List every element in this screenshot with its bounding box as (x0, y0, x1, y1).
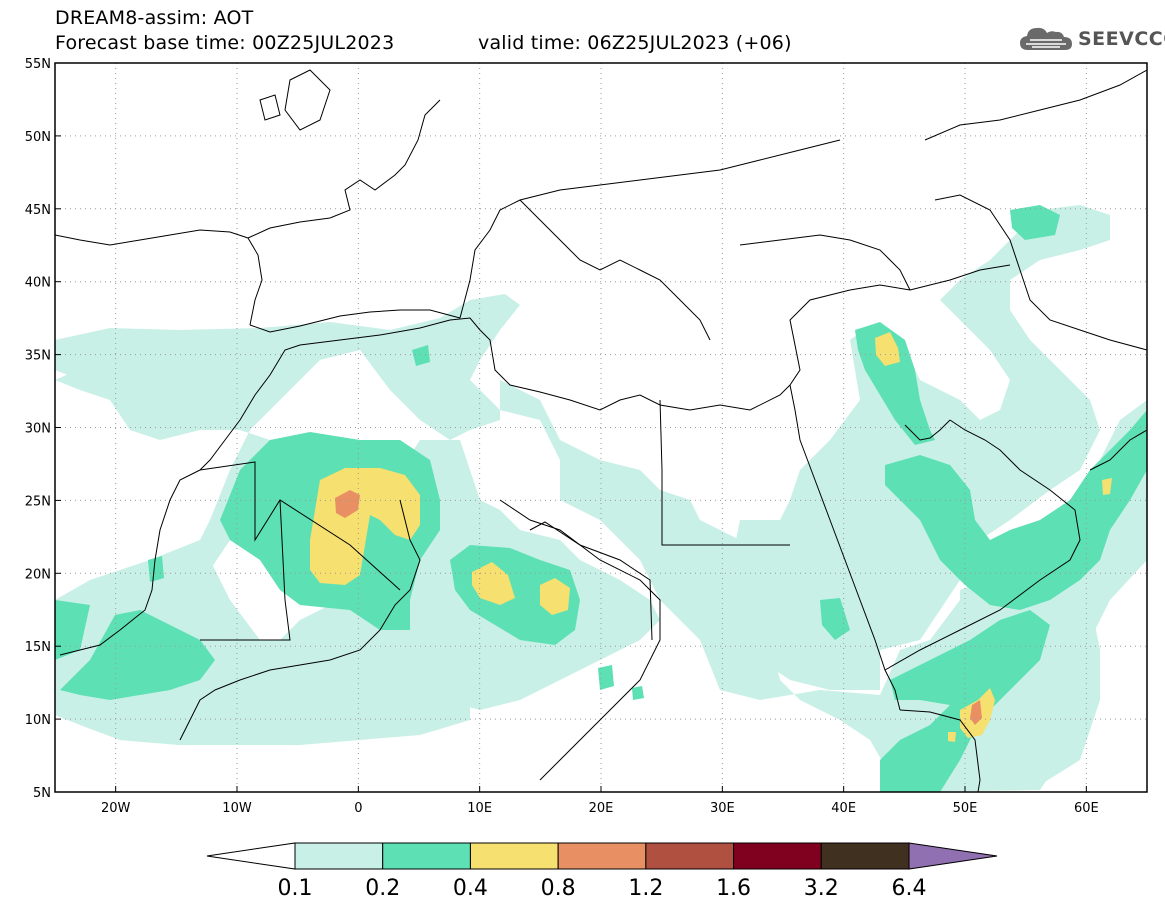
lon-tick-label: 30E (710, 801, 735, 816)
lat-tick-label: 5N (33, 786, 51, 801)
colorbar-level-label: 1.2 (628, 876, 663, 901)
colorbar-high-arrow (908, 842, 998, 870)
lat-tick-label: 10N (25, 713, 51, 728)
colorbar-box (382, 842, 471, 870)
lon-tick-label: 10E (467, 801, 492, 816)
lon-tick-label: 20W (101, 801, 131, 816)
lon-tick-label: 10W (222, 801, 252, 816)
colorbar-box (820, 842, 910, 870)
aot-level-0-8 (335, 490, 982, 725)
colorbar-box (557, 842, 647, 870)
colorbar-low-arrow (206, 842, 296, 870)
lat-tick-label: 50N (25, 130, 51, 145)
logo-text: SEEVCCC (1078, 28, 1165, 50)
forecast-base-time: Forecast base time: 00Z25JUL2023 (55, 32, 395, 54)
lat-tick-label: 40N (25, 276, 51, 291)
map-plot: 55N 50N 45N 40N 35N 30N 25N 20N 15N 10N 5N 20W 10W 0… (25, 57, 1148, 816)
colorbar-level-label: 0.8 (541, 876, 576, 901)
colorbar-level-label: 0.1 (278, 876, 313, 901)
colorbar-level-label: 0.2 (365, 876, 400, 901)
colorbar-labels: 0.1 0.2 0.4 0.8 1.2 1.6 3.2 6.4 (278, 876, 927, 901)
colorbar-level-label: 0.4 (453, 876, 488, 901)
colorbar-box (294, 842, 384, 870)
cloud-icon (1020, 27, 1072, 50)
lon-tick-label: 20E (589, 801, 614, 816)
colorbar-boxes (206, 842, 998, 870)
lat-tick-label: 15N (25, 640, 51, 655)
latitude-axis: 55N 50N 45N 40N 35N 30N 25N 20N 15N 10N 5N (25, 57, 51, 801)
colorbar-box (733, 842, 822, 870)
colorbar-box (645, 842, 735, 870)
colorbar-box (469, 842, 559, 870)
lat-tick-label: 25N (25, 494, 51, 509)
longitude-axis: 20W 10W 0 10E 20E 30E 40E 50E 60E (101, 801, 1099, 816)
lon-tick-label: 50E (953, 801, 978, 816)
map-title: DREAM8-assim: AOT (55, 7, 254, 29)
coastlines (55, 69, 1147, 792)
tick-marks (55, 62, 1087, 793)
lat-tick-label: 45N (25, 203, 51, 218)
colorbar-level-label: 6.4 (892, 876, 927, 901)
seevccc-logo: SEEVCCC (1018, 22, 1165, 56)
colorbar: 0.1 0.2 0.4 0.8 1.2 1.6 3.2 6.4 (206, 842, 998, 901)
lat-tick-label: 20N (25, 567, 51, 582)
lat-tick-label: 30N (25, 422, 51, 437)
lat-tick-label: 55N (25, 57, 51, 72)
lon-tick-label: 60E (1074, 801, 1099, 816)
valid-time: valid time: 06Z25JUL2023 (+06) (478, 32, 792, 54)
lon-tick-label: 0 (354, 801, 362, 816)
colorbar-level-label: 1.6 (716, 876, 751, 901)
colorbar-level-label: 3.2 (804, 876, 839, 901)
lat-tick-label: 35N (25, 349, 51, 364)
lon-tick-label: 40E (831, 801, 856, 816)
